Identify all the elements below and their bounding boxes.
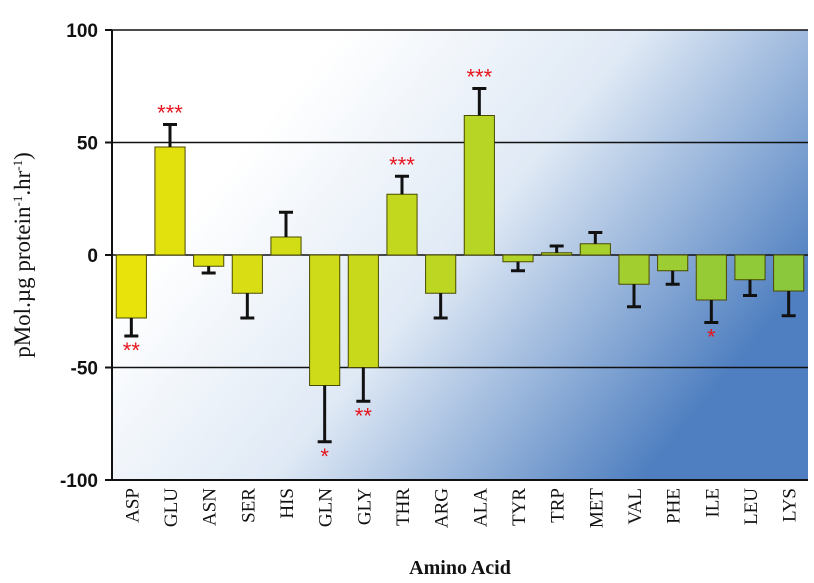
significance-label-ile: * [707,325,716,350]
bar-asn [193,254,225,267]
y-axis-label-main: pMol.µg protein [10,206,35,358]
x-tick-label-his: HIS [277,488,298,519]
significance-label-ala: *** [466,65,492,90]
x-tick-label-lys: LYS [780,488,801,522]
bar-phe [657,254,689,272]
bar-asp [115,254,147,319]
x-tick-label-tyr: TYR [509,488,530,526]
bar-gly [347,254,379,368]
bar-lys [773,254,805,292]
x-tick-label-asp: ASP [122,488,143,523]
x-tick-label-ile: ILE [702,488,723,518]
bar-ser [231,254,263,294]
y-axis-label-sup1: -1 [10,196,25,207]
bar-ala [463,115,495,256]
significance-label-glu: *** [157,101,183,126]
bar-leu [734,254,766,281]
bar-val [618,254,650,285]
significance-label-gly: ** [355,403,373,428]
significance-label-asp: ** [123,338,141,363]
bar-met [579,243,611,256]
bar-his [270,236,302,256]
y-axis-label-mid: .hr [10,170,35,195]
x-tick-label-trp: TRP [548,488,569,523]
bar-glu [154,146,186,256]
y-tick-label: 50 [77,134,98,155]
y-tick-label: -50 [71,359,98,380]
y-axis-label: pMol.µg protein-1.hr-1) [10,152,35,358]
y-axis-label-close: ) [10,152,35,160]
y-axis-label-sup2: -1 [10,160,25,171]
y-tick-label: 100 [66,21,98,42]
x-tick-label-glu: GLU [161,488,182,527]
x-tick-label-asn: ASN [200,488,221,526]
bar-gln [309,254,341,386]
y-tick-label: -100 [60,471,98,492]
x-tick-label-arg: ARG [432,488,453,528]
bar-thr [386,193,418,256]
bar-trp [541,252,573,256]
bar-arg [425,254,457,294]
x-tick-label-gly: GLY [354,488,375,525]
x-tick-label-ala: ALA [470,488,491,527]
x-tick-label-gln: GLN [316,488,337,527]
bar-ile [695,254,727,301]
significance-label-thr: *** [389,152,415,177]
bar-tyr [502,254,534,263]
y-tick-label: 0 [87,246,98,267]
significance-label-gln: * [320,444,329,469]
x-tick-label-leu: LEU [741,488,762,525]
x-tick-label-met: MET [586,488,607,529]
x-tick-label-thr: THR [393,488,414,526]
x-tick-label-ser: SER [238,488,259,523]
x-tick-label-val: VAL [625,488,646,525]
x-tick-label-phe: PHE [664,488,685,524]
x-axis-label: Amino Acid [409,557,511,579]
